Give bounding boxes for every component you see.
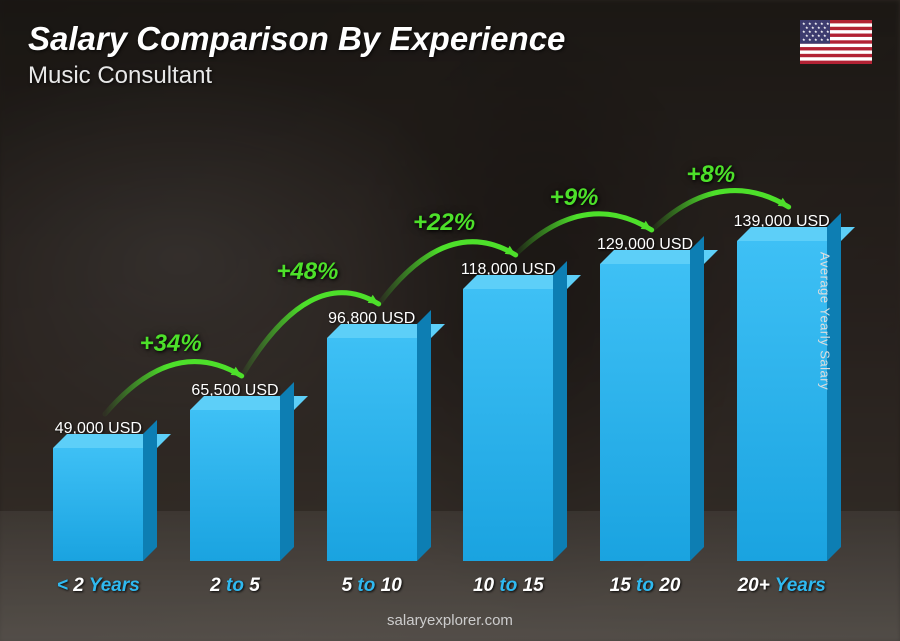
bar-category-label: 5 to 10 [342,575,402,597]
increase-pct-label: +22% [413,209,475,237]
chart-container: Salary Comparison By Experience Music Co… [0,0,900,641]
bar [190,410,280,561]
bar-category-label: 2 to 5 [210,575,260,597]
svg-text:★: ★ [826,29,830,34]
svg-text:★: ★ [826,37,830,42]
svg-text:★: ★ [826,21,830,26]
bar-category-label: 15 to 20 [610,575,681,597]
svg-text:★: ★ [820,37,824,42]
chart-subtitle: Music Consultant [28,62,872,90]
increase-pct-label: +48% [276,258,338,286]
bar [600,264,690,561]
bar-category-label: 20+ Years [738,575,826,597]
bar [53,448,143,561]
svg-text:★: ★ [802,37,806,42]
svg-text:★: ★ [808,37,812,42]
bar [327,338,417,561]
bar [737,241,827,561]
bar-category-label: 10 to 15 [473,575,544,597]
flag-icon: ★★★★★ ★★★★ ★★★★★ ★★★★ ★★★★★ [800,20,872,64]
chart-title: Salary Comparison By Experience [28,20,872,58]
increase-pct-label: +8% [686,161,735,189]
y-axis-label: Average Yearly Salary [817,251,832,389]
header: Salary Comparison By Experience Music Co… [28,20,872,90]
increase-pct-label: +9% [550,184,599,212]
bar-category-label: < 2 Years [57,575,140,597]
bar [463,289,553,561]
svg-text:★: ★ [814,37,818,42]
footer-credit: salaryexplorer.com [0,612,900,629]
bar-group: 96,800 USD5 to 10 [303,120,440,561]
increase-pct-label: +34% [140,330,202,358]
